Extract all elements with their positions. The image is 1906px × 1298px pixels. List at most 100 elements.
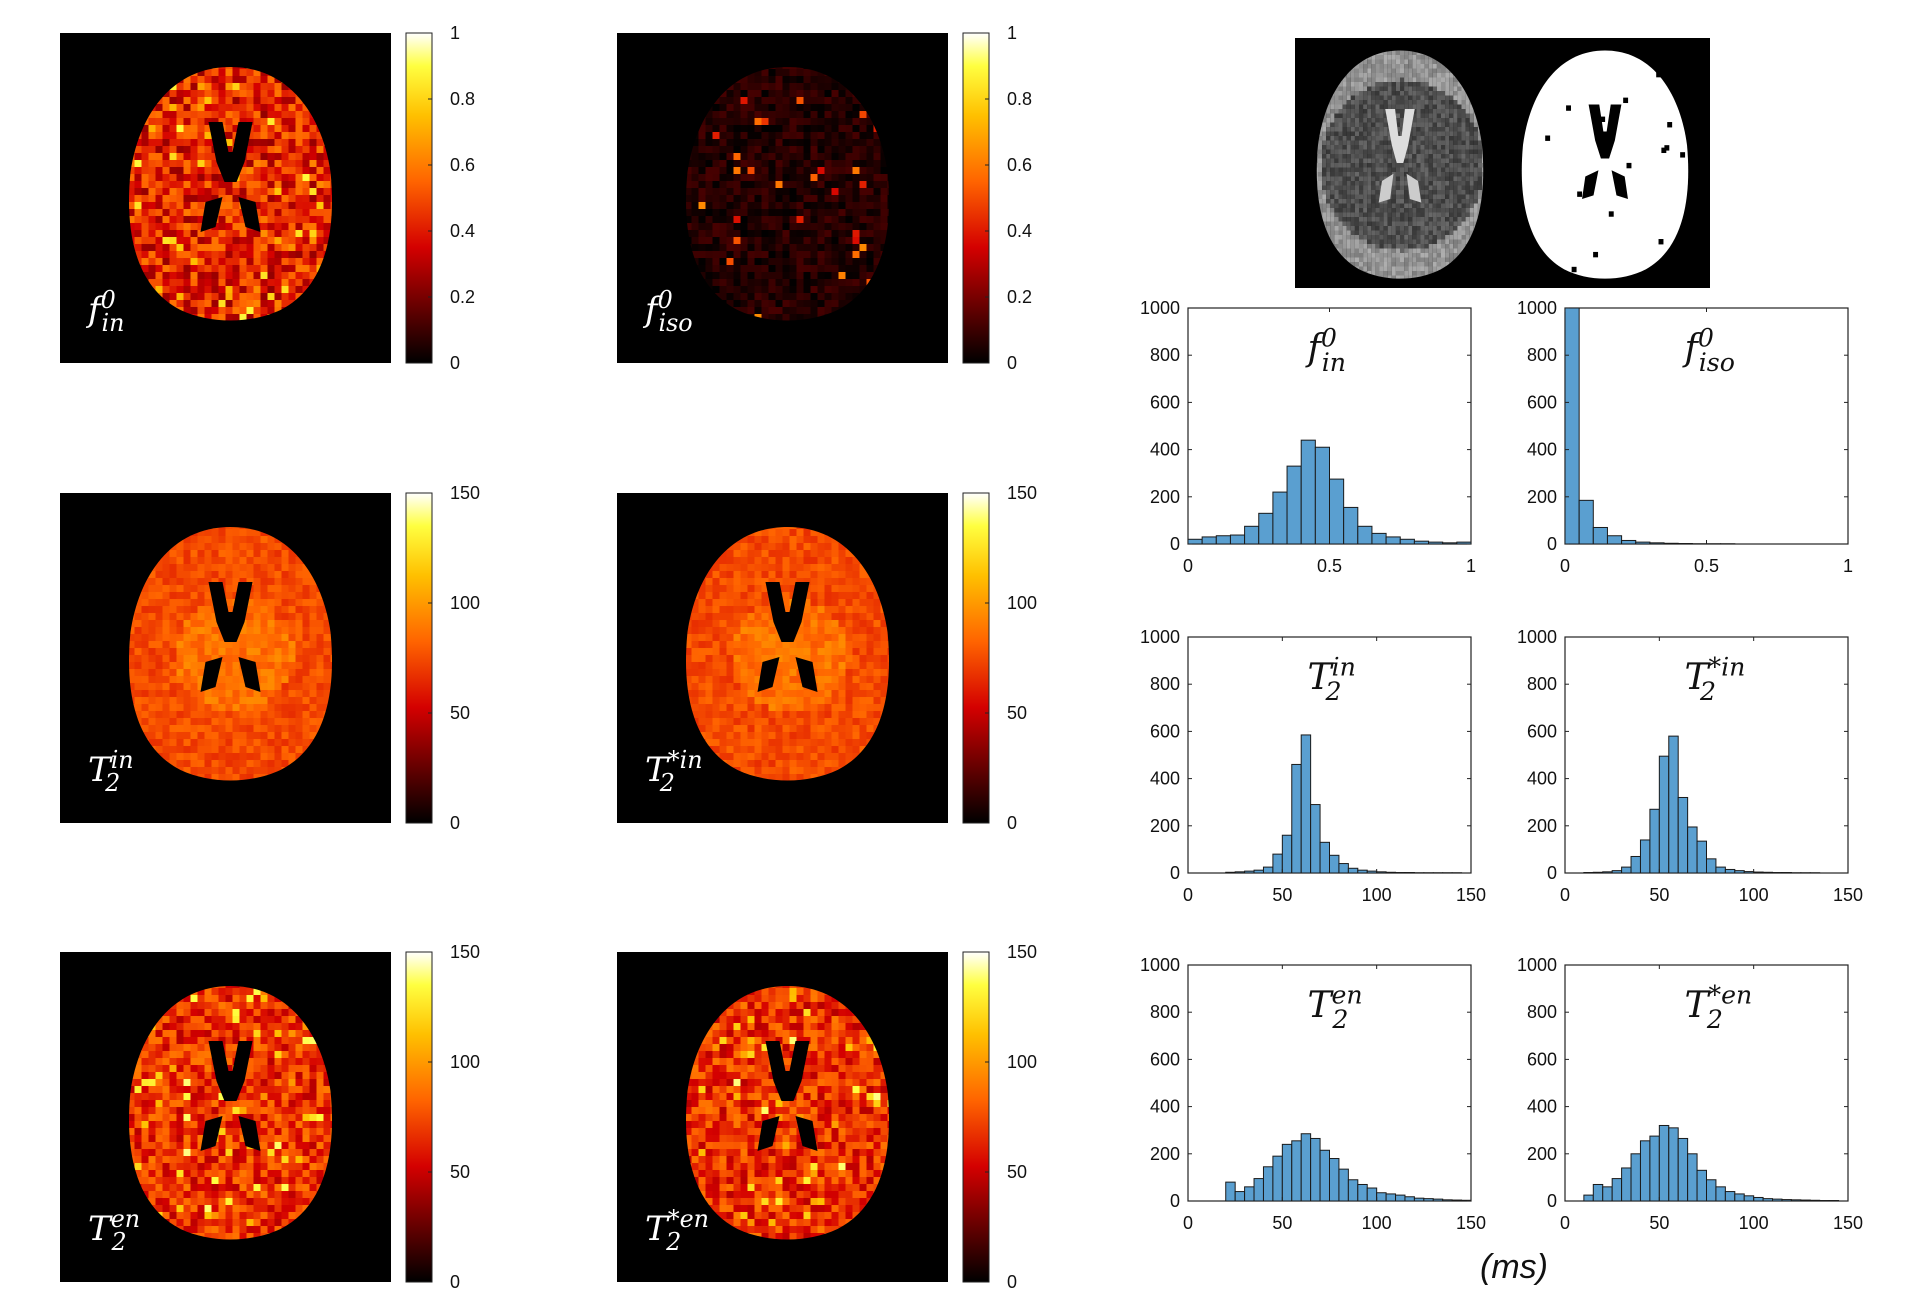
histogram-title: f0 iso <box>1682 323 1735 376</box>
bars <box>1187 439 1472 545</box>
bar <box>1215 535 1231 545</box>
colorbar: 0 50 100 150 <box>405 942 480 1292</box>
bar <box>1743 871 1755 874</box>
bar <box>1706 1179 1717 1202</box>
bar <box>1291 1140 1302 1202</box>
colorbar-gradient <box>405 492 433 824</box>
bar <box>1442 1199 1453 1202</box>
y-tick-label: 200 <box>1527 1144 1557 1164</box>
bars <box>1564 307 1736 545</box>
y-tick-label: 0 <box>1170 1191 1180 1211</box>
bar <box>1244 870 1255 874</box>
map-label: Tin 2 <box>88 746 134 797</box>
bar <box>1201 536 1217 545</box>
y-tick-label: 200 <box>1527 816 1557 836</box>
bar <box>1281 1143 1293 1202</box>
bar <box>1734 1193 1745 1202</box>
colorbar-tick-label: 100 <box>450 1052 480 1072</box>
x-tick-label: 50 <box>1272 885 1292 905</box>
bar <box>1310 804 1321 874</box>
colorbar-tick-label: 100 <box>1007 1052 1037 1072</box>
y-tick-label: 200 <box>1527 487 1557 507</box>
bar <box>1635 541 1651 545</box>
colorbar-tick-label: 0 <box>450 353 460 373</box>
colorbar-gradient <box>405 951 433 1283</box>
map-f-iso: f0 iso 0 0.2 0.4 0.6 0.8 1 <box>617 23 1032 373</box>
bar <box>1715 1186 1726 1202</box>
bar <box>1272 491 1288 545</box>
bar <box>1621 1167 1632 1202</box>
x-tick-label: 1 <box>1843 556 1853 576</box>
colorbar-tick-label: 150 <box>1007 483 1037 503</box>
map-label: Ten 2 <box>88 1205 140 1256</box>
brain-mask-image <box>1521 50 1689 279</box>
dwi-ventricles <box>1378 109 1422 203</box>
x-tick-label: 100 <box>1739 1213 1769 1233</box>
bar <box>1715 866 1726 874</box>
bar <box>1272 1155 1283 1202</box>
colorbar-tick-label: 150 <box>450 483 480 503</box>
y-tick-label: 0 <box>1170 863 1180 883</box>
bar <box>1663 542 1679 545</box>
colorbar-tick-label: 150 <box>450 942 480 962</box>
x-tick-label: 50 <box>1649 885 1669 905</box>
bar <box>1329 1158 1340 1202</box>
bar <box>1451 1199 1463 1202</box>
colorbar-tick-label: 50 <box>1007 1162 1027 1182</box>
y-tick-label: 800 <box>1527 674 1557 694</box>
bar <box>1649 1135 1660 1202</box>
colorbar-gradient <box>962 951 990 1283</box>
bar <box>1658 1124 1670 1202</box>
bar <box>1564 307 1580 545</box>
y-tick-label: 400 <box>1527 769 1557 789</box>
colorbar-tick-label: 0.8 <box>1007 89 1032 109</box>
bar <box>1753 871 1764 874</box>
colorbar: 0 50 100 150 <box>405 483 480 833</box>
bar <box>1762 871 1774 874</box>
bar <box>1611 870 1623 874</box>
colorbar-gradient <box>962 32 990 364</box>
bar <box>1244 525 1260 545</box>
bar <box>1258 512 1274 545</box>
bar <box>1649 542 1665 545</box>
x-tick-label: 0.5 <box>1694 556 1719 576</box>
bar <box>1687 1153 1698 1202</box>
bar <box>1639 1140 1651 1202</box>
bar <box>1696 1169 1707 1202</box>
x-tick-label: 0 <box>1560 885 1570 905</box>
mask-panel <box>1295 38 1710 288</box>
histogram-title: Ten 2 <box>1308 980 1363 1033</box>
bar <box>1385 1193 1397 1202</box>
bars <box>1583 735 1821 874</box>
bar <box>1281 834 1293 874</box>
map-label: T*in 2 <box>645 746 703 797</box>
bar <box>1432 1198 1444 1202</box>
x-tick-label: 150 <box>1833 1213 1863 1233</box>
bar <box>1592 526 1608 545</box>
colorbar-gradient <box>962 492 990 824</box>
x-tick-label: 150 <box>1456 885 1486 905</box>
y-tick-label: 0 <box>1547 534 1557 554</box>
y-tick-label: 400 <box>1527 1097 1557 1117</box>
y-tick-label: 800 <box>1150 1002 1180 1022</box>
colorbar-tick-label: 100 <box>450 593 480 613</box>
bar <box>1366 870 1378 874</box>
x-tick-label: 150 <box>1456 1213 1486 1233</box>
y-tick-label: 800 <box>1150 674 1180 694</box>
parameter-maps: f0 in 0 0.2 0.4 0.6 0.8 1 f0 iso 0 0.2 0.4 0.6 0.8 1 Tin… <box>60 23 1037 1292</box>
bar <box>1413 1197 1425 1202</box>
bar <box>1225 871 1236 874</box>
bar <box>1790 1199 1802 1202</box>
bar <box>1762 1198 1774 1202</box>
bar <box>1187 538 1203 545</box>
colorbar-tick-label: 0.4 <box>450 221 475 241</box>
x-tick-label: 0 <box>1183 556 1193 576</box>
y-tick-label: 400 <box>1150 769 1180 789</box>
plot-area <box>1564 307 1849 545</box>
histogram-t2s-in: 0 200 400 600 800 1000 0 50 100 150 T*in 2 <box>1517 627 1863 905</box>
bar <box>1781 1199 1792 1202</box>
colorbar-tick-label: 50 <box>1007 703 1027 723</box>
y-tick-label: 600 <box>1150 392 1180 412</box>
y-tick-label: 800 <box>1527 1002 1557 1022</box>
bar <box>1687 826 1698 874</box>
